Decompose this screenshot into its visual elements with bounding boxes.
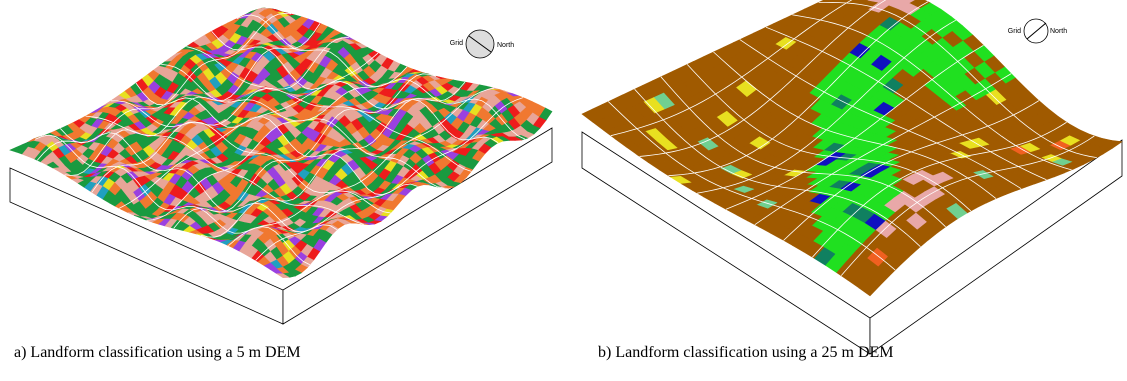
panel-b	[582, 0, 1122, 354]
caption: a) Landform classification using a 5 m D…	[14, 344, 301, 361]
compass-label: Grid	[1008, 28, 1021, 35]
figure: Grid North Grid North a) Landform classi…	[0, 0, 1127, 381]
panel-a	[10, 8, 552, 324]
compass-a: Grid North	[450, 30, 514, 58]
compass-b: Grid North	[1008, 19, 1067, 43]
caption: b) Landform classification using a 25 m …	[598, 344, 894, 361]
compass-label: North	[497, 42, 514, 49]
compass-label: North	[1050, 28, 1067, 35]
compass-label: Grid	[450, 40, 463, 47]
